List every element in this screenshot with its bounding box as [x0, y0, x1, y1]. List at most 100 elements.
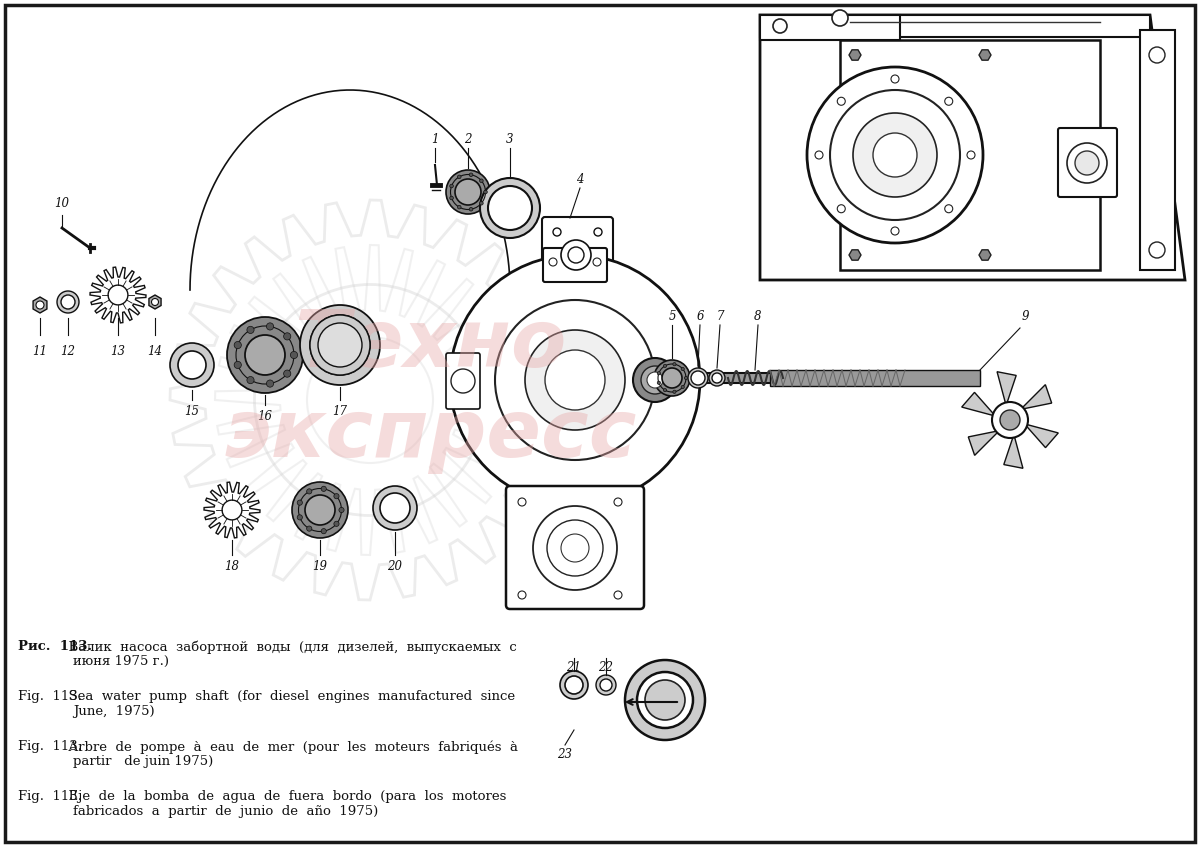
Text: 14: 14 [148, 345, 162, 358]
Circle shape [307, 526, 312, 531]
Text: 17: 17 [332, 405, 348, 418]
Circle shape [322, 486, 326, 491]
Circle shape [457, 205, 461, 209]
Circle shape [568, 247, 584, 263]
Circle shape [310, 315, 370, 375]
Circle shape [688, 368, 708, 388]
Circle shape [832, 10, 848, 26]
Text: Валик  насоса  забортной  воды  (для  дизелей,  выпускаемых  с: Валик насоса забортной воды (для дизелей… [60, 640, 517, 654]
Circle shape [594, 228, 602, 236]
Circle shape [283, 333, 290, 340]
Text: июня 1975 г.): июня 1975 г.) [73, 655, 169, 668]
Circle shape [808, 67, 983, 243]
Circle shape [890, 227, 899, 235]
Circle shape [547, 520, 604, 576]
Circle shape [545, 350, 605, 410]
Polygon shape [34, 297, 47, 313]
Circle shape [300, 305, 380, 385]
Circle shape [322, 529, 326, 534]
Circle shape [222, 500, 242, 520]
Circle shape [662, 368, 682, 388]
Circle shape [614, 591, 622, 599]
Circle shape [553, 228, 562, 236]
Text: Sea  water  pump  shaft  (for  diesel  engines  manufactured  since: Sea water pump shaft (for diesel engines… [60, 690, 516, 703]
Circle shape [234, 341, 241, 349]
Circle shape [562, 240, 592, 270]
Circle shape [709, 370, 725, 386]
Polygon shape [979, 250, 991, 260]
Circle shape [469, 208, 473, 211]
Circle shape [247, 377, 254, 384]
Circle shape [830, 90, 960, 220]
Text: Рис.  113.: Рис. 113. [18, 640, 92, 653]
Circle shape [318, 323, 362, 367]
Polygon shape [204, 482, 260, 538]
Circle shape [890, 75, 899, 83]
Circle shape [838, 205, 845, 213]
Circle shape [245, 335, 286, 375]
Circle shape [334, 494, 340, 499]
Circle shape [58, 291, 79, 313]
Circle shape [488, 186, 532, 230]
Polygon shape [1021, 385, 1051, 409]
Text: 5: 5 [668, 310, 676, 323]
Text: 16: 16 [258, 410, 272, 423]
Circle shape [691, 371, 706, 385]
Circle shape [838, 97, 845, 105]
Circle shape [712, 373, 722, 383]
Circle shape [562, 534, 589, 562]
Circle shape [853, 113, 937, 197]
Circle shape [533, 506, 617, 590]
Text: 7: 7 [716, 310, 724, 323]
Text: fabricados  a  partir  de  junio  de  año  1975): fabricados a partir de junio de año 1975… [73, 805, 378, 818]
Circle shape [664, 364, 667, 368]
Text: 6: 6 [696, 310, 703, 323]
Circle shape [338, 507, 344, 512]
Circle shape [614, 498, 622, 506]
Polygon shape [1025, 424, 1058, 448]
Circle shape [944, 97, 953, 105]
Polygon shape [760, 15, 1186, 280]
Circle shape [634, 358, 677, 402]
Circle shape [469, 173, 473, 176]
Text: Eje  de  la  bomba  de  agua  de  fuera  bordo  (para  los  motores: Eje de la bomba de agua de fuera bordo (… [60, 790, 506, 803]
Circle shape [600, 679, 612, 691]
Circle shape [36, 301, 44, 309]
Polygon shape [968, 430, 1000, 456]
Circle shape [1067, 143, 1108, 183]
FancyBboxPatch shape [506, 486, 644, 609]
Circle shape [565, 676, 583, 694]
Text: 20: 20 [388, 560, 402, 573]
Circle shape [664, 389, 667, 391]
Circle shape [305, 495, 335, 525]
Bar [1140, 30, 1175, 270]
Circle shape [637, 672, 694, 728]
FancyBboxPatch shape [446, 353, 480, 409]
Circle shape [1075, 151, 1099, 175]
Polygon shape [850, 50, 862, 60]
Circle shape [641, 366, 670, 394]
Circle shape [457, 175, 461, 179]
Circle shape [234, 362, 241, 368]
Circle shape [307, 489, 312, 494]
Text: 10: 10 [54, 197, 70, 210]
Circle shape [684, 376, 688, 379]
Circle shape [446, 170, 490, 214]
Circle shape [298, 500, 302, 506]
Circle shape [560, 671, 588, 699]
Text: 18: 18 [224, 560, 240, 573]
Text: 12: 12 [60, 345, 76, 358]
Text: 2: 2 [464, 133, 472, 146]
Circle shape [451, 369, 475, 393]
Text: Fig.  113.: Fig. 113. [18, 740, 82, 753]
Text: 8: 8 [755, 310, 762, 323]
Circle shape [646, 680, 685, 720]
Text: 19: 19 [312, 560, 328, 573]
Polygon shape [90, 267, 146, 323]
Circle shape [1150, 47, 1165, 63]
Circle shape [178, 351, 206, 379]
Text: 13: 13 [110, 345, 126, 358]
Circle shape [518, 498, 526, 506]
Circle shape [647, 372, 662, 388]
Circle shape [108, 285, 128, 305]
